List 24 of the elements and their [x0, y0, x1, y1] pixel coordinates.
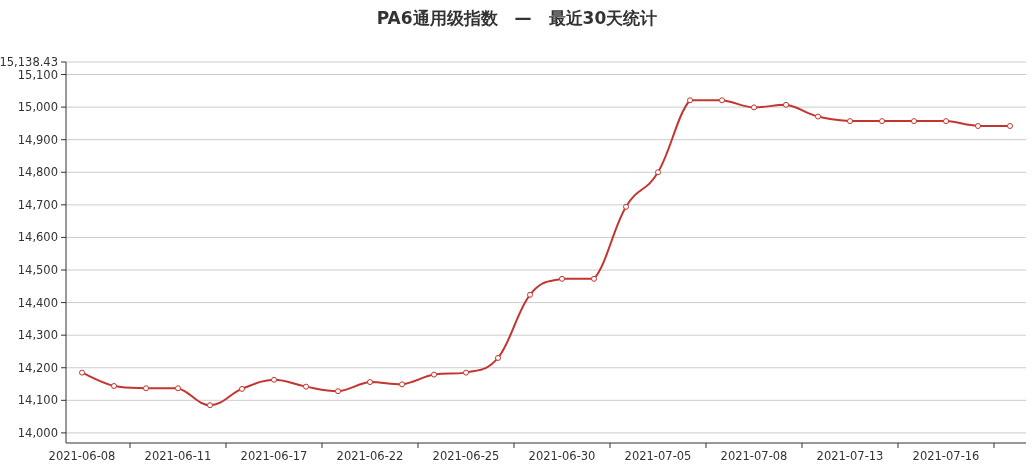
y-tick-label: 14,300 — [17, 328, 58, 343]
x-tick-label: 2021-06-30 — [528, 449, 596, 463]
x-tick-label: 2021-07-05 — [624, 449, 692, 463]
x-tick-label: 2021-06-08 — [48, 449, 116, 463]
y-tick-label: 14,400 — [17, 295, 58, 310]
y-tick-label: 14,700 — [17, 197, 58, 212]
y-tick-label: 14,000 — [17, 425, 58, 440]
y-tick-label: 15,138.43 — [0, 55, 58, 69]
chart-title: PA6通用级指数 — 最近30天统计 — [376, 8, 658, 28]
x-tick-label: 2021-07-13 — [816, 449, 884, 463]
y-tick-label: 15,100 — [17, 67, 58, 82]
y-tick-label: 14,200 — [17, 360, 58, 375]
y-tick-label: 14,800 — [17, 165, 58, 180]
x-tick-label: 2021-06-25 — [432, 449, 500, 463]
y-tick-label: 14,500 — [17, 263, 58, 277]
x-tick-label: 2021-06-17 — [240, 449, 308, 463]
y-tick-label: 14,900 — [17, 132, 58, 147]
y-tick-label: 14,100 — [17, 393, 58, 408]
y-tick-label: 15,000 — [17, 100, 58, 115]
x-tick-label: 2021-07-16 — [912, 449, 980, 463]
y-tick-label: 14,600 — [17, 230, 58, 245]
x-tick-label: 2021-06-22 — [336, 449, 404, 463]
x-tick-label: 2021-06-11 — [144, 449, 212, 463]
x-tick-label: 2021-07-08 — [720, 449, 788, 463]
